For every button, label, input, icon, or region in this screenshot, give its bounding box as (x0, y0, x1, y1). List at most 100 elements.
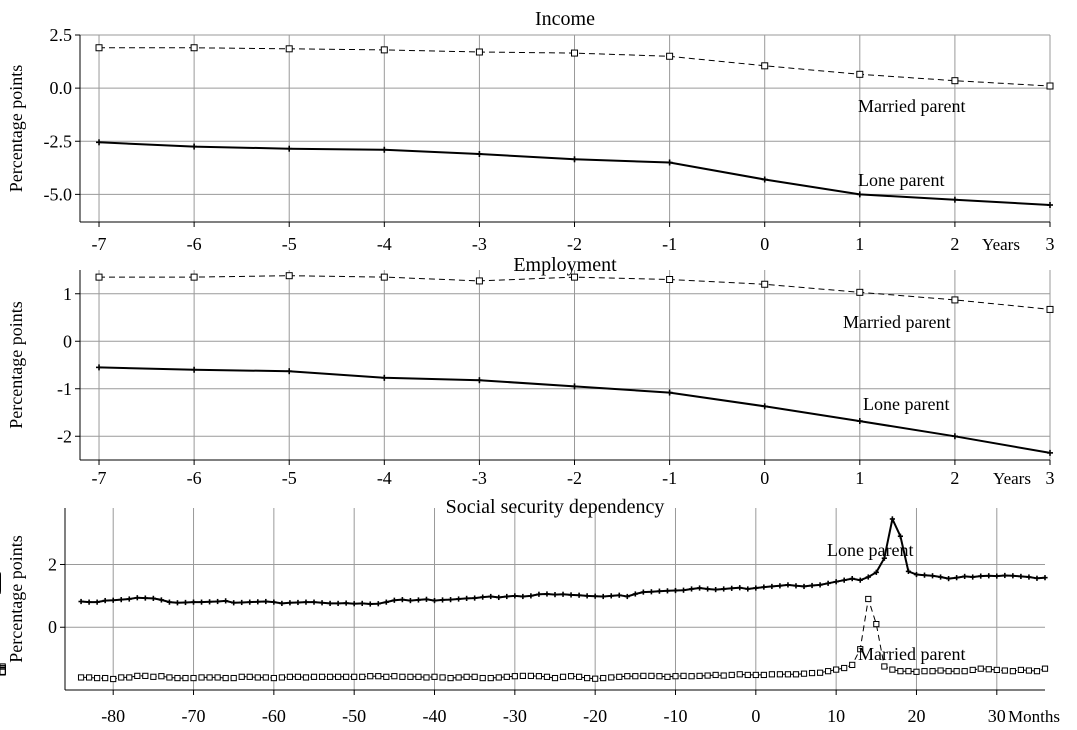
x-tick-label: -2 (567, 234, 582, 254)
series-line-lone-parent (81, 515, 1046, 606)
data-point (254, 674, 261, 681)
data-point (856, 288, 864, 296)
data-point (688, 586, 695, 592)
x-tick-label: -3 (472, 234, 487, 254)
data-point (1042, 575, 1048, 581)
data-point (571, 49, 579, 57)
x-tick-label: -5 (282, 234, 297, 254)
data-point (287, 600, 293, 606)
data-point (961, 668, 968, 675)
data-point (600, 674, 607, 682)
y-tick-label: -2.5 (44, 131, 73, 151)
data-point (1002, 572, 1008, 579)
chart-title: Employment (513, 254, 617, 276)
data-point (817, 582, 823, 588)
x-tick-label: -1 (662, 234, 677, 254)
data-point (383, 673, 390, 680)
data-point (198, 674, 205, 681)
data-point (720, 672, 727, 679)
data-point (576, 592, 582, 598)
data-point (712, 671, 719, 679)
y-axis-label: Percentage points (6, 301, 26, 428)
data-point (752, 671, 759, 679)
data-point (504, 593, 510, 600)
x-tick-label: -40 (423, 706, 447, 726)
data-point (95, 273, 103, 281)
data-point (873, 621, 880, 628)
data-point (1001, 667, 1008, 674)
x-tick-label: -20 (583, 706, 607, 726)
data-point (311, 599, 317, 605)
data-point (0, 668, 6, 675)
data-point (849, 661, 856, 668)
data-point (921, 668, 928, 675)
data-point (375, 673, 382, 680)
data-point (889, 516, 895, 522)
data-point (857, 577, 863, 583)
data-point (496, 594, 502, 601)
data-point (215, 598, 221, 605)
data-point (994, 573, 1000, 579)
data-point (96, 364, 103, 371)
data-point (480, 594, 486, 600)
data-point (476, 151, 483, 157)
x-tick-label: 0 (760, 468, 769, 488)
data-point (951, 77, 959, 85)
data-point (897, 668, 904, 675)
data-point (841, 664, 848, 672)
data-point (343, 600, 349, 606)
data-point (688, 673, 695, 680)
data-point (278, 674, 285, 681)
data-point (190, 44, 198, 52)
data-point (381, 146, 388, 153)
data-point (380, 273, 388, 281)
series-annotation: Lone parent (863, 394, 949, 414)
data-point (222, 674, 229, 682)
data-point (721, 586, 727, 592)
data-point (672, 587, 679, 594)
data-point (664, 673, 671, 680)
data-point (656, 588, 663, 594)
x-tick-label: -7 (92, 234, 107, 254)
data-point (126, 674, 133, 681)
data-point (255, 599, 261, 605)
data-point (475, 48, 483, 56)
data-point (600, 593, 606, 600)
data-point (495, 674, 502, 681)
data-point (929, 573, 936, 579)
data-point (841, 577, 847, 583)
data-point (951, 196, 958, 203)
data-point (575, 673, 583, 680)
x-tick-label: 0 (751, 706, 760, 726)
x-axis-label: Years (982, 235, 1020, 254)
y-axis-label: Percentage points (6, 535, 26, 662)
data-point (102, 597, 108, 604)
data-point (951, 296, 959, 304)
data-point (367, 673, 374, 680)
data-point (624, 593, 630, 600)
data-point (977, 665, 984, 672)
data-point (476, 377, 483, 384)
data-point (271, 599, 277, 605)
data-point (318, 673, 326, 680)
data-point (285, 272, 293, 280)
data-point (856, 70, 864, 78)
data-point (978, 573, 984, 579)
data-point (231, 600, 237, 606)
data-point (544, 591, 550, 597)
data-point (279, 600, 285, 606)
data-point (447, 674, 454, 682)
x-tick-label: 20 (907, 706, 925, 726)
y-tick-label: 2 (48, 554, 57, 574)
x-tick-label: 30 (988, 706, 1006, 726)
data-point (1025, 667, 1033, 674)
data-point (475, 277, 483, 285)
x-tick-label: 2 (950, 234, 959, 254)
data-point (1046, 305, 1054, 313)
x-tick-label: -5 (282, 468, 297, 488)
data-point (592, 593, 598, 599)
data-point (873, 569, 879, 575)
y-tick-label: 1 (63, 284, 72, 304)
data-point (423, 674, 430, 681)
x-tick-label: -4 (377, 234, 392, 254)
